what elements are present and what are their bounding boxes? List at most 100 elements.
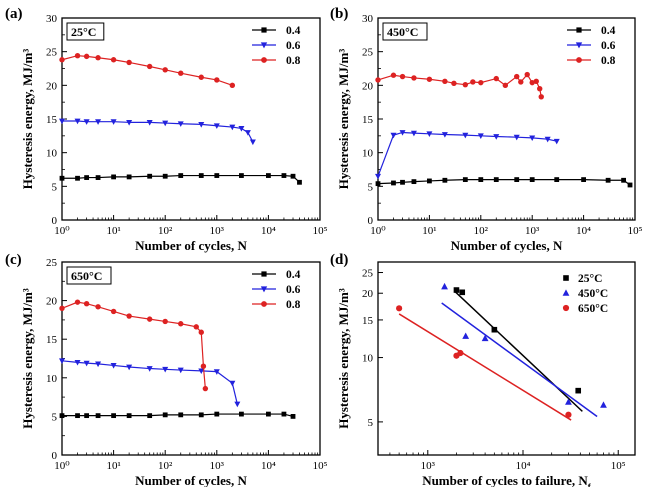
- annotation-text: 450°C: [387, 25, 418, 39]
- data-point: [75, 413, 80, 419]
- data-point: [410, 130, 417, 137]
- data-point: [126, 313, 132, 319]
- data-point: [198, 74, 204, 80]
- data-point: [198, 121, 205, 128]
- legend-marker: [576, 57, 582, 63]
- data-point: [426, 131, 433, 138]
- legend: 25°C 450°C 650°C: [562, 273, 608, 315]
- legend-marker: [562, 304, 570, 312]
- data-point: [290, 414, 296, 419]
- y-tick-label: 20: [362, 288, 374, 300]
- x-tick-label: 10⁰: [54, 225, 70, 237]
- legend-label: 0.8: [601, 55, 616, 67]
- x-tick-label: 10⁴: [516, 460, 531, 472]
- legend-label: 0.4: [286, 25, 301, 37]
- data-point: [400, 179, 405, 185]
- y-axis-label: Hysteresis energy, MJ/m³: [336, 288, 351, 429]
- data-point: [177, 367, 184, 374]
- data-point: [162, 67, 168, 73]
- data-point: [213, 369, 220, 375]
- x-tick-label: 10³: [525, 225, 540, 237]
- plot-frame: [377, 261, 636, 456]
- data-point: [83, 119, 90, 125]
- legend-label: 0.4: [286, 269, 301, 281]
- data-point: [581, 177, 586, 182]
- data-point: [411, 75, 417, 81]
- data-point: [565, 398, 572, 405]
- y-axis-label: Hysteresis energy, MJ/m³: [20, 49, 35, 190]
- y-tick-label: 0: [52, 450, 58, 462]
- plot-frame: [61, 17, 321, 221]
- data-point: [244, 130, 251, 136]
- data-point: [95, 175, 101, 180]
- series-08: [375, 71, 544, 100]
- data-point: [146, 316, 153, 322]
- data-point: [553, 138, 560, 145]
- data-point: [605, 177, 611, 183]
- legend-marker: [260, 286, 268, 293]
- legend-marker: [260, 42, 268, 49]
- legend: 0.4 0.6 0.8: [252, 269, 301, 311]
- data-point: [462, 177, 468, 182]
- data-point: [375, 77, 381, 83]
- data-point: [493, 134, 500, 140]
- data-point: [493, 177, 499, 182]
- data-point: [451, 80, 457, 87]
- x-tick-label: 10¹: [422, 225, 436, 237]
- y-tick-label: 10: [46, 373, 58, 385]
- legend-marker: [575, 42, 583, 49]
- data-point: [177, 121, 184, 127]
- chart-panel-4: 10³ 10⁴ 10⁵ 5 10 15 20 25 (d) Number of cycles to…: [330, 252, 636, 487]
- series-line: [377, 131, 557, 177]
- chart-panel-3: 10⁰ 10¹ 10² 10³ 10⁴ 10⁵ 0 5 10 15 20 25 (c) Number of…: [5, 252, 328, 487]
- data-point: [470, 79, 476, 85]
- data-point: [238, 126, 245, 132]
- y-tick-label: 0: [368, 215, 374, 227]
- x-tick-label: 10³: [210, 460, 225, 472]
- x-axis-label: Number of cycles to failure, Nf: [422, 473, 592, 487]
- x-tick-label: 10⁴: [261, 460, 276, 472]
- data-point: [399, 130, 406, 136]
- legend-label: 0.8: [286, 299, 301, 311]
- data-point: [390, 132, 397, 139]
- x-tick-label: 10⁰: [54, 460, 70, 472]
- data-point: [95, 55, 101, 61]
- legend-label: 0.6: [286, 40, 301, 52]
- data-point: [84, 413, 90, 419]
- legend-marker: [261, 301, 267, 307]
- fit-line: [453, 290, 583, 412]
- data-point: [178, 173, 184, 178]
- y-tick-label: 5: [368, 417, 374, 429]
- data-point: [74, 359, 81, 366]
- data-point: [266, 411, 271, 417]
- data-point: [59, 413, 65, 419]
- data-point: [162, 412, 168, 418]
- data-point: [178, 412, 184, 418]
- data-point: [239, 411, 244, 417]
- data-point: [95, 119, 102, 125]
- data-point: [281, 173, 287, 178]
- data-point: [478, 177, 484, 182]
- x-tick-label: 10⁵: [313, 225, 328, 237]
- series-450C: [441, 282, 607, 418]
- data-point: [457, 349, 464, 357]
- x-tick-label: 10⁴: [576, 225, 591, 237]
- y-tick-label: 20: [362, 80, 374, 92]
- series-06: [375, 130, 560, 180]
- data-point: [126, 59, 132, 66]
- data-point: [442, 78, 448, 84]
- data-point: [627, 182, 633, 188]
- data-point: [162, 120, 169, 127]
- data-point: [390, 72, 397, 78]
- legend-marker: [261, 271, 267, 277]
- panel-label: (c): [5, 252, 22, 268]
- data-point: [110, 57, 117, 63]
- legend-marker: [563, 275, 569, 281]
- data-point: [537, 86, 543, 92]
- x-axis-label: Number of cycles, N: [135, 238, 247, 253]
- data-point: [297, 179, 302, 185]
- data-point: [493, 75, 499, 82]
- series-25C: [453, 287, 583, 412]
- y-tick-label: 25: [362, 47, 374, 59]
- data-point: [290, 173, 296, 179]
